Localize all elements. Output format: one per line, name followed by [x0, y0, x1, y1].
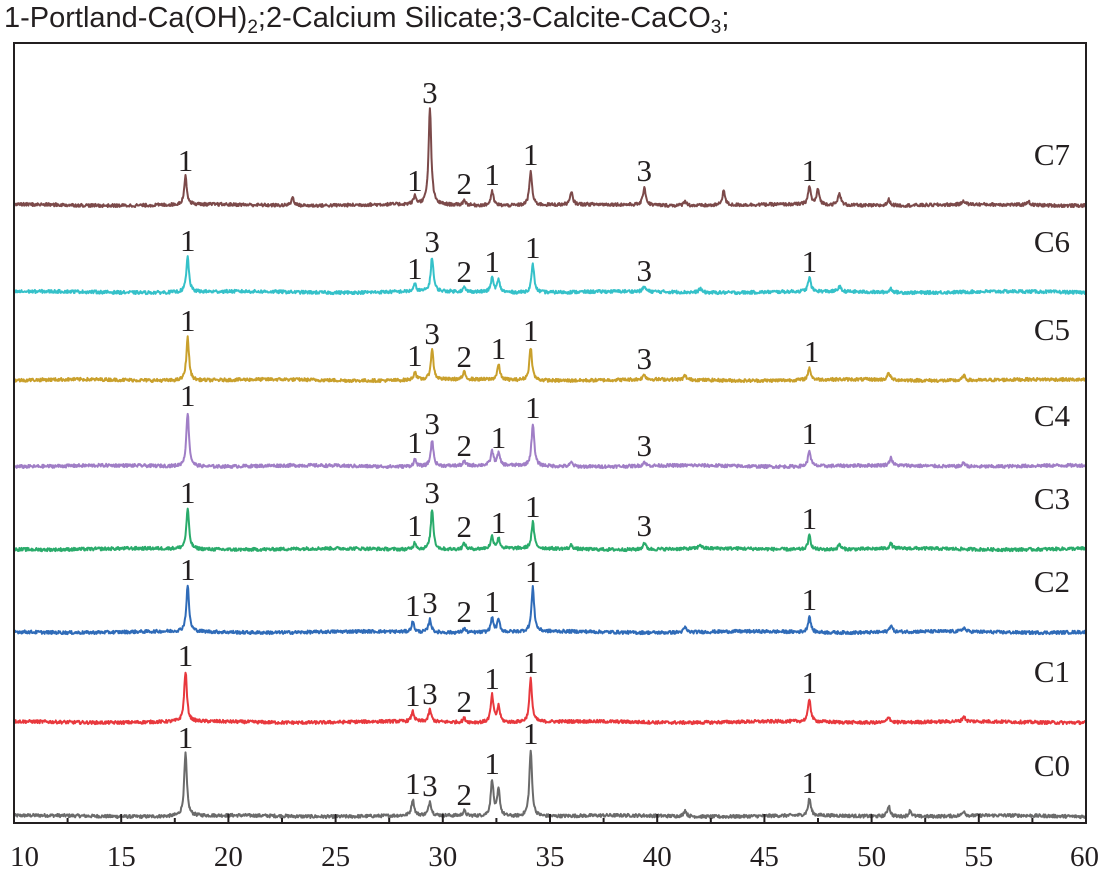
peak-label: 1 — [407, 163, 423, 198]
x-tick-label: 50 — [857, 841, 886, 873]
peak-label: 1 — [178, 143, 194, 178]
peak-label: 1 — [180, 552, 196, 587]
peak-label: 1 — [802, 582, 818, 617]
x-tick-label: 10 — [10, 841, 39, 873]
peak-label: 1 — [525, 390, 541, 425]
peak-label: 2 — [456, 684, 472, 719]
peak-label: 1 — [405, 678, 421, 713]
series-name-c7: C7 — [1034, 137, 1070, 172]
peak-label: 3 — [424, 316, 440, 351]
peak-label: 1 — [407, 508, 423, 543]
peak-label: 2 — [456, 594, 472, 629]
title-segment: ; — [721, 2, 730, 34]
peak-label: 1 — [523, 313, 539, 348]
peak-label: 1 — [525, 489, 541, 524]
series-name-c6: C6 — [1034, 224, 1070, 259]
peak-label: 1 — [407, 425, 423, 460]
peak-label: 1 — [484, 157, 500, 192]
peak-label: 3 — [422, 75, 438, 110]
x-axis: 10 15 20 25 30 35 40 45 50 55 60 — [10, 814, 1099, 873]
series-line-c2 — [13, 584, 1087, 636]
series-name-c5: C5 — [1034, 312, 1070, 347]
series-name-c1: C1 — [1034, 654, 1070, 689]
x-tick-label: 15 — [107, 841, 136, 873]
peak-label: 3 — [637, 341, 653, 376]
peak-label: 1 — [407, 338, 423, 373]
peak-label: 3 — [637, 428, 653, 463]
series-line-c1 — [13, 671, 1087, 726]
peak-label: 1 — [405, 766, 421, 801]
peak-label: 3 — [424, 406, 440, 441]
peak-label: 1 — [484, 661, 500, 696]
peak-label: 1 — [484, 244, 500, 279]
peak-label: 3 — [637, 508, 653, 543]
series-line-c0 — [13, 749, 1087, 820]
title-subscript: 3 — [710, 17, 722, 38]
series-line-c4 — [13, 412, 1087, 470]
title-segment: ;2-Calcium Silicate;3-Calcite-CaCO — [257, 2, 711, 34]
title-segment: 1-Portland-Ca(OH) — [4, 2, 248, 34]
peak-label: 1 — [180, 378, 196, 413]
peak-label: 1 — [525, 230, 541, 265]
peak-label: 1 — [802, 665, 818, 700]
x-tick-label: 20 — [214, 841, 243, 873]
series-name-c4: C4 — [1034, 398, 1071, 433]
x-tick-label: 55 — [964, 841, 993, 873]
peak-label: 1 — [180, 303, 196, 338]
peak-label: 1 — [491, 331, 507, 366]
series-name-c2: C2 — [1034, 564, 1070, 599]
peak-label: 1 — [491, 420, 507, 455]
peak-label: 1 — [178, 638, 194, 673]
chart-title: 1-Portland-Ca(OH)2;2-Calcium Silicate;3-… — [4, 2, 730, 38]
peak-label: 1 — [180, 223, 196, 258]
x-tick-label: 30 — [428, 841, 457, 873]
series-line-c6 — [13, 255, 1087, 296]
peak-label: 1 — [802, 765, 818, 800]
peak-label: 1 — [523, 137, 539, 172]
peak-label: 3 — [424, 475, 440, 510]
peak-label: 3 — [637, 153, 653, 188]
peak-label: 2 — [456, 254, 472, 289]
peak-label: 3 — [637, 253, 653, 288]
peak-label: 2 — [456, 777, 472, 812]
peak-label: 1 — [523, 645, 539, 680]
x-tick-label: 25 — [321, 841, 350, 873]
peak-label: 2 — [456, 428, 472, 463]
series-line-c3 — [13, 507, 1087, 553]
peak-label: 2 — [456, 166, 472, 201]
title-subscript: 2 — [247, 17, 258, 38]
peak-label: 1 — [802, 244, 818, 279]
peak-label: 1 — [405, 588, 421, 623]
series-line-c5 — [13, 335, 1087, 384]
peak-label: 1 — [407, 251, 423, 286]
peak-label: 1 — [523, 716, 539, 751]
peak-label: 1 — [802, 416, 818, 451]
peak-label: 1 — [180, 475, 196, 510]
peak-label: 3 — [422, 768, 438, 803]
series-line-c7 — [13, 107, 1087, 209]
x-tick-label: 40 — [643, 841, 672, 873]
x-tick-label: 45 — [750, 841, 779, 873]
peak-label: 2 — [456, 339, 472, 374]
x-tick-label: 35 — [536, 841, 565, 873]
peak-label: 1 — [484, 746, 500, 781]
peak-label: 1 — [802, 153, 818, 188]
peak-label: 1 — [484, 584, 500, 619]
peak-label: 1 — [525, 554, 541, 589]
series-layer — [13, 107, 1087, 820]
x-tick-label: 60 — [1070, 841, 1099, 873]
peak-label: 2 — [456, 509, 472, 544]
peak-label: 1 — [802, 501, 818, 536]
peak-label: 1 — [804, 334, 820, 369]
peak-label: 3 — [424, 224, 440, 259]
plot-frame — [13, 42, 1087, 824]
peak-label: 1 — [491, 505, 507, 540]
peak-label: 3 — [422, 585, 438, 620]
peak-label: 1 — [178, 720, 194, 755]
series-name-c0: C0 — [1034, 748, 1070, 783]
peak-label: 3 — [422, 676, 438, 711]
series-name-c3: C3 — [1034, 481, 1070, 516]
